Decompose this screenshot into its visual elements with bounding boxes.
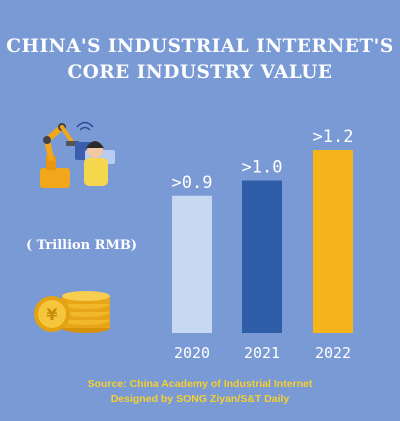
bar-2020 [172,195,212,333]
category-label-2020: 2020 [174,344,210,362]
gold-coins-icon: ¥ [34,291,110,333]
svg-text:¥: ¥ [46,305,57,324]
robot-arm-worker-icon [40,121,115,188]
unit-label: ( Trillion RMB) [26,238,137,253]
bar-2022 [313,150,353,333]
category-label-2022: 2022 [315,344,351,362]
value-label-2020: >0.9 [172,173,213,193]
bar-2021 [242,180,282,333]
source-credit: Source: China Academy of Industrial Inte… [87,378,313,390]
category-label-2021: 2021 [244,344,280,362]
value-label-2021: >1.0 [242,158,283,178]
value-label-2022: >1.2 [313,127,354,147]
bars-group [172,150,353,333]
value-labels-group: >0.9 >1.0 >1.2 [172,127,354,193]
category-labels-group: 2020 2021 2022 [174,344,351,362]
chart-title-line-2: CORE INDUSTRY VALUE [67,62,333,83]
chart-title-line-1: CHINA'S INDUSTRIAL INTERNET'S [6,36,394,57]
designer-credit: Designed by SONG Ziyan/S&T Daily [110,393,290,405]
